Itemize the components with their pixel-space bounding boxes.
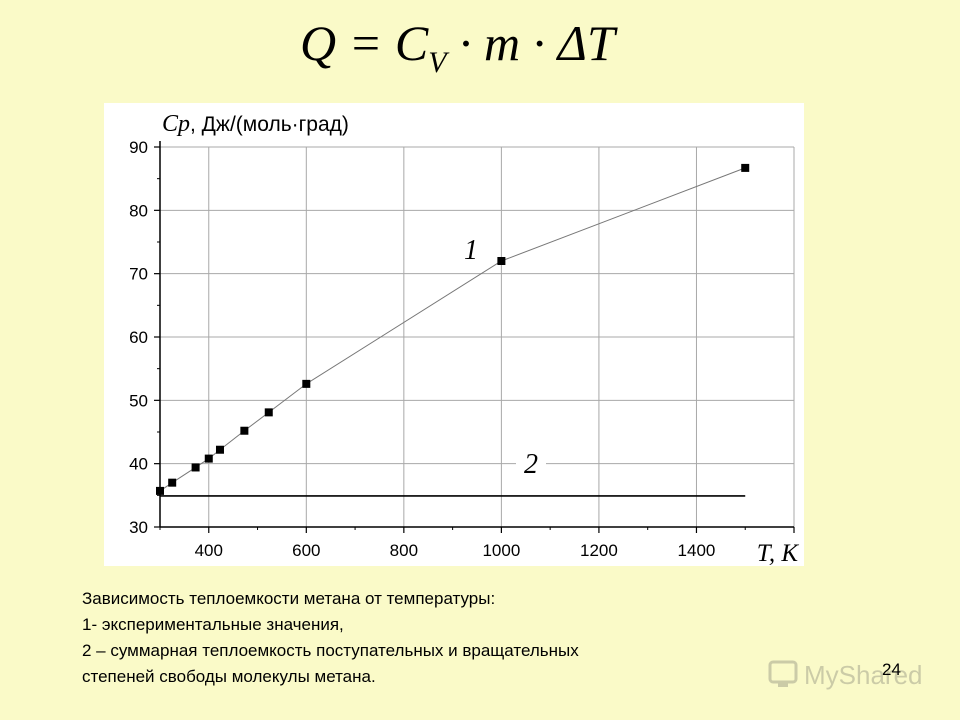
chart-panel: 30 40 50 60 70 80 90 400 600 800 1000 1200 1400 Cp, Д… xyxy=(104,103,804,566)
formula-eq: = xyxy=(336,15,395,71)
y-axis-title: Cp, Дж/(моль·град) xyxy=(162,111,349,137)
formula-c: C xyxy=(394,15,429,71)
x-tick-label: 1000 xyxy=(482,541,520,560)
caption-line-1: Зависимость теплоемкости метана от темпе… xyxy=(82,589,496,608)
series-1-point xyxy=(302,379,311,388)
page-number: 24 xyxy=(882,660,901,679)
caption-line-4: степеней свободы молекулы метана. xyxy=(82,667,376,686)
x-tick-label: 1200 xyxy=(580,541,618,560)
caption: Зависимость теплоемкости метана от темпе… xyxy=(82,586,579,690)
watermark-text: MyShared xyxy=(804,660,923,690)
series-1-point xyxy=(240,426,249,435)
y-tick-label: 30 xyxy=(129,518,148,537)
y-tick-label: 90 xyxy=(129,138,148,157)
series-1-annotation: 1 xyxy=(464,235,478,266)
series-1-point xyxy=(264,408,273,417)
series-1-point xyxy=(191,463,200,472)
watermark-logo: MyShared xyxy=(768,660,923,690)
x-axis-title: T, K xyxy=(757,540,800,566)
series-1-line xyxy=(159,167,746,492)
caption-line-3: 2 – суммарная теплоемкость поступательны… xyxy=(82,641,579,660)
formula-rest: · m · ΔT xyxy=(446,15,615,71)
x-tick-label: 1400 xyxy=(678,541,716,560)
series-1-point xyxy=(741,163,750,172)
y-tick-label: 60 xyxy=(129,328,148,347)
formula-c-subscript: V xyxy=(428,46,447,79)
watermark-screen-icon xyxy=(768,660,798,684)
formula-lhs: Q xyxy=(300,15,337,71)
formula: Q = CV · m · ΔT xyxy=(300,14,615,80)
series-1-point xyxy=(497,257,506,265)
y-tick-label: 50 xyxy=(129,391,148,410)
y-tick-label: 80 xyxy=(129,201,148,220)
watermark-stand-icon xyxy=(778,683,788,687)
series-2-annotation-bg xyxy=(516,449,546,479)
x-tick-label: 600 xyxy=(292,541,320,560)
y-tick-label: 40 xyxy=(129,455,148,474)
series-2-annotation: 2 xyxy=(524,449,538,480)
x-tick-label: 400 xyxy=(195,541,223,560)
series-1-point xyxy=(215,445,224,454)
caption-line-2: 1- экспериментальные значения, xyxy=(82,615,344,634)
series-1-point xyxy=(204,454,213,463)
chart: 30 40 50 60 70 80 90 400 600 800 1000 1200 1400 Cp, Д… xyxy=(129,111,800,566)
series-1-point xyxy=(156,486,164,495)
series-1-point xyxy=(168,478,177,487)
y-tick-label: 70 xyxy=(129,265,148,284)
x-tick-label: 800 xyxy=(390,541,418,560)
